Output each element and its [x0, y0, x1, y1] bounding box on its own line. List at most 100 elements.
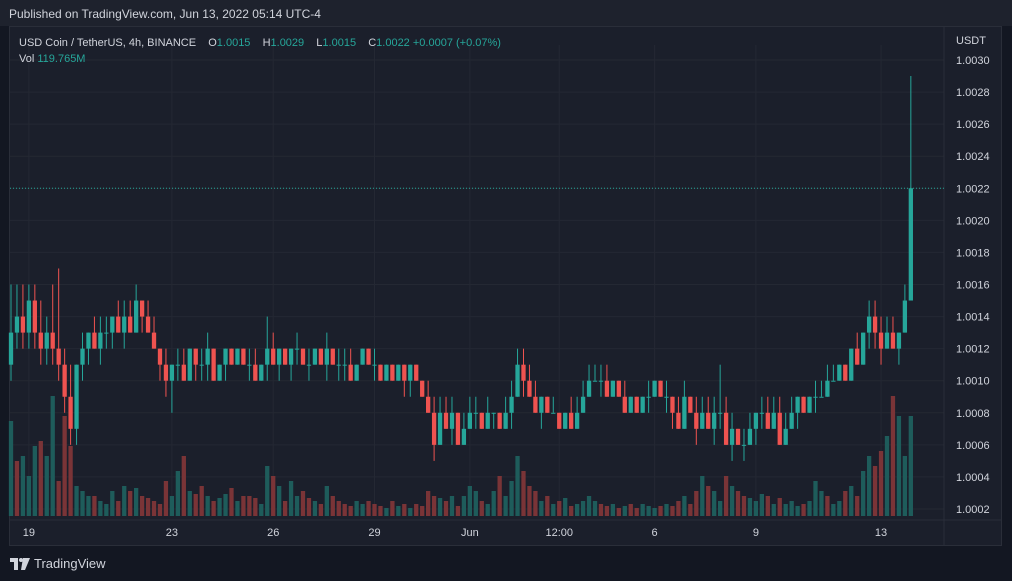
volume-bar	[253, 498, 258, 516]
volume-bar	[92, 496, 97, 516]
candle-body	[330, 348, 335, 365]
volume-bar	[437, 498, 443, 516]
volume-bar	[557, 501, 562, 516]
candle-body	[646, 396, 651, 398]
volume-bar	[670, 506, 675, 516]
volume-bar	[878, 451, 884, 516]
candle-body	[902, 300, 908, 333]
candle-body	[497, 412, 502, 429]
high-label: H	[262, 37, 271, 49]
volume-bar	[229, 488, 234, 516]
y-tick-label: 1.0014	[956, 312, 990, 324]
volume-bar	[521, 471, 526, 516]
volume-bar	[866, 456, 872, 516]
volume-bar	[431, 496, 437, 516]
volume-bar	[831, 504, 836, 516]
candle-body	[682, 396, 687, 429]
volume-bar	[592, 501, 598, 516]
candle-body	[503, 412, 508, 429]
candle-body	[223, 348, 228, 365]
ohlc-line: USD Coin / TetherUS, 4h, BINANCE O1.0015…	[19, 35, 501, 51]
low-value: 1.0015	[322, 37, 357, 49]
candle-body	[199, 364, 204, 366]
volume-bar	[181, 456, 186, 516]
candle-body	[574, 412, 580, 429]
volume-bar	[872, 466, 878, 516]
price-chart[interactable]: 1.0030 1.0028 1.0026 1.0024 1.0022 1.0020 1.00…	[0, 0, 1012, 546]
volume-bar	[658, 506, 663, 516]
candle-body	[44, 332, 49, 349]
volume-bar	[360, 504, 365, 516]
candle-body	[831, 380, 836, 382]
chart-frame[interactable]	[9, 26, 1002, 546]
volume-bar	[32, 446, 37, 516]
candle-body	[634, 396, 639, 413]
volume-bar	[259, 504, 264, 516]
candle-body	[640, 396, 645, 413]
candle-body	[229, 348, 234, 365]
volume-bar	[843, 491, 848, 516]
candle-body	[771, 412, 776, 429]
volume-bar	[741, 496, 747, 516]
candle-body	[175, 364, 181, 366]
volume-bar	[694, 491, 699, 516]
volume-line: Vol 119.765M	[19, 51, 501, 67]
candle-body	[50, 332, 55, 349]
candle-body	[807, 396, 812, 413]
candle-body	[408, 364, 413, 381]
volume-label: Vol	[19, 53, 35, 65]
candle-body	[628, 396, 633, 413]
candle-body	[783, 428, 788, 445]
candle-body	[837, 364, 842, 381]
candle-body	[259, 364, 264, 381]
volume-bar	[580, 501, 586, 516]
volume-bar	[80, 491, 85, 516]
candle-body	[527, 380, 532, 397]
x-tick-label: 26	[267, 527, 279, 539]
candle-body	[670, 396, 675, 413]
candle-body	[777, 412, 782, 445]
candle-body	[145, 316, 151, 333]
volume-bar	[205, 496, 210, 516]
candle-body	[104, 332, 109, 334]
volume-value: 119.765M	[37, 53, 86, 65]
candle-body	[425, 396, 431, 413]
volume-bar	[241, 496, 246, 516]
volume-bar	[318, 504, 324, 516]
volume-bar	[819, 491, 824, 516]
candle-body	[878, 332, 884, 349]
volume-bar	[342, 504, 347, 516]
candle-body	[688, 396, 693, 413]
volume-bar	[414, 504, 419, 516]
volume-bar	[312, 501, 318, 516]
candle-body	[56, 348, 61, 365]
candle-body	[622, 396, 627, 413]
candle-body	[247, 364, 252, 366]
volume-bar	[20, 456, 26, 516]
candle-body	[586, 380, 592, 397]
volume-bar	[354, 501, 359, 516]
volume-bar	[175, 471, 181, 516]
volume-bar	[265, 466, 270, 516]
volume-bar	[187, 491, 192, 516]
volume-bar	[104, 504, 109, 516]
candle-body	[813, 396, 818, 398]
volume-bar	[664, 504, 669, 516]
symbol-label[interactable]: USD Coin / TetherUS, 4h, BINANCE	[19, 37, 197, 49]
volume-bar	[777, 498, 782, 516]
candle-body	[604, 380, 610, 397]
candle-body	[741, 444, 747, 446]
y-tick-label: 1.0016	[956, 280, 990, 292]
volume-bar	[282, 501, 288, 516]
candle-body	[592, 380, 598, 382]
candle-body	[717, 412, 723, 414]
volume-bar	[271, 476, 276, 516]
published-bar: Published on TradingView.com, Jun 13, 20…	[0, 0, 1012, 26]
volume-bar	[783, 504, 788, 516]
volume-bar	[735, 491, 741, 516]
candle-body	[557, 412, 562, 429]
volume-bar	[467, 486, 473, 516]
tradingview-brand[interactable]: TradingView	[10, 556, 106, 571]
candle-body	[62, 364, 67, 397]
volume-bar	[223, 494, 228, 516]
